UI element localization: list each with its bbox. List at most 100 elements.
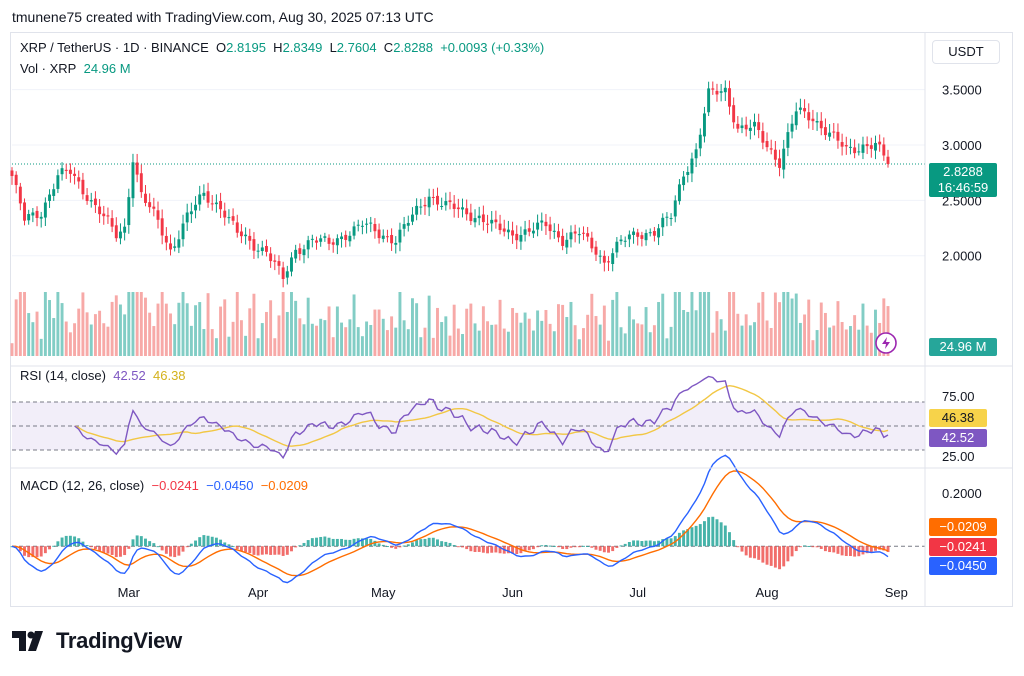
macd-histogram-bar (185, 546, 189, 548)
candle-body (740, 125, 744, 129)
macd-histogram-bar (93, 546, 97, 550)
macd-histogram-bar (385, 546, 389, 548)
macd-histogram-bar (456, 546, 460, 548)
macd-histogram-bar (790, 546, 794, 557)
candle-body (882, 144, 886, 156)
symbol-label[interactable]: XRP / TetherUS · 1D · BINANCE (20, 40, 209, 55)
volume-bar (711, 332, 715, 356)
macd-histogram-bar (415, 540, 419, 547)
macd-histogram-bar (719, 522, 723, 547)
macd-histogram-bar (732, 540, 736, 547)
volume-bar (139, 292, 143, 356)
macd-histogram-bar (565, 546, 569, 550)
macd-histogram-bar (52, 545, 56, 547)
volume-bar (636, 323, 640, 356)
x-axis-month-label: May (371, 585, 396, 600)
macd-histogram-bar (515, 546, 519, 555)
candle-body (348, 235, 352, 242)
volume-bar (556, 304, 560, 356)
macd-histogram-bar (448, 542, 452, 547)
macd-histogram-bar (440, 541, 444, 547)
rsi-legend: RSI (14, close) 42.52 46.38 (20, 368, 186, 383)
candle-body (769, 148, 773, 150)
candlestick-series (10, 80, 890, 288)
candle-body (657, 228, 661, 238)
volume-bar (440, 322, 444, 356)
volume-bar (68, 332, 72, 356)
macd-histogram-bar (848, 546, 852, 557)
volume-bar (23, 292, 26, 356)
candle-body (181, 223, 185, 240)
macd-histogram-bar (264, 546, 268, 555)
x-axis-month-label: Jun (502, 585, 523, 600)
macd-histogram-bar (419, 539, 423, 547)
macd-histogram-bar (473, 546, 477, 552)
macd-histogram-bar (27, 546, 31, 558)
volume-bar (632, 319, 636, 356)
candle-body (444, 201, 448, 206)
volume-bar (619, 327, 623, 356)
macd-label[interactable]: MACD (12, 26, close) (20, 478, 145, 493)
candle-body (264, 245, 268, 252)
currency-button[interactable]: USDT (932, 40, 1000, 64)
macd-histogram-bar (148, 541, 152, 547)
candle-body (423, 204, 427, 207)
macd-histogram-bar (869, 546, 873, 553)
chart-frame[interactable] (10, 32, 1013, 607)
macd-histogram-bar (369, 538, 373, 547)
volume-bar (728, 292, 731, 356)
macd-histogram-bar (657, 540, 661, 547)
macd-histogram-bar (632, 540, 636, 547)
rsi-label[interactable]: RSI (14, close) (20, 368, 106, 383)
candle-body (118, 231, 122, 239)
tradingview-logo: TradingView (12, 628, 182, 654)
volume-bar (736, 313, 740, 356)
volume-bar (598, 324, 602, 356)
volume-bar (27, 313, 31, 356)
candle-body (607, 261, 610, 263)
volume-bar (169, 313, 172, 356)
volume-bar (202, 329, 206, 356)
volume-bar (248, 308, 252, 356)
volume-bar (48, 300, 52, 356)
volume-bar (302, 324, 306, 356)
macd-histogram-bar (652, 541, 656, 547)
macd-histogram-bar (844, 546, 848, 556)
alert-icon[interactable] (875, 332, 897, 354)
candle-body (294, 249, 298, 259)
candle-body (381, 235, 385, 239)
volume-label[interactable]: Vol · XRP (20, 61, 77, 76)
macd-histogram-bar (64, 535, 68, 547)
volume-bar (210, 329, 214, 356)
macd-histogram-bar (60, 537, 64, 547)
macd-histogram-bar (360, 538, 364, 547)
macd-histogram-bar (85, 545, 89, 547)
volume-bar (344, 327, 348, 356)
macd-histogram-bar (427, 537, 431, 547)
candle-body (114, 225, 118, 239)
candle-body (869, 145, 873, 149)
volume-bar (565, 317, 569, 356)
macd-histogram-bar (277, 546, 281, 555)
candle-body (73, 173, 77, 176)
macd-histogram-bar (239, 546, 243, 552)
candle-body (402, 224, 406, 229)
candle-body (719, 91, 723, 93)
volume-bar (60, 303, 64, 356)
brand-name: TradingView (56, 628, 182, 653)
candle-body (569, 232, 573, 240)
candle-body (64, 169, 68, 171)
volume-bar (527, 318, 531, 356)
candle-body (306, 240, 310, 250)
macd-histogram-bar (98, 546, 102, 552)
macd-histogram-bar (465, 546, 469, 550)
volume-bar (306, 297, 310, 356)
candle-body (335, 238, 339, 246)
volume-bar (144, 297, 147, 356)
volume-bar (348, 319, 352, 356)
candle-body (573, 231, 577, 234)
macd-hist-value: −0.0241 (151, 478, 199, 493)
candle-body (644, 233, 648, 241)
volume-bar (390, 316, 394, 356)
